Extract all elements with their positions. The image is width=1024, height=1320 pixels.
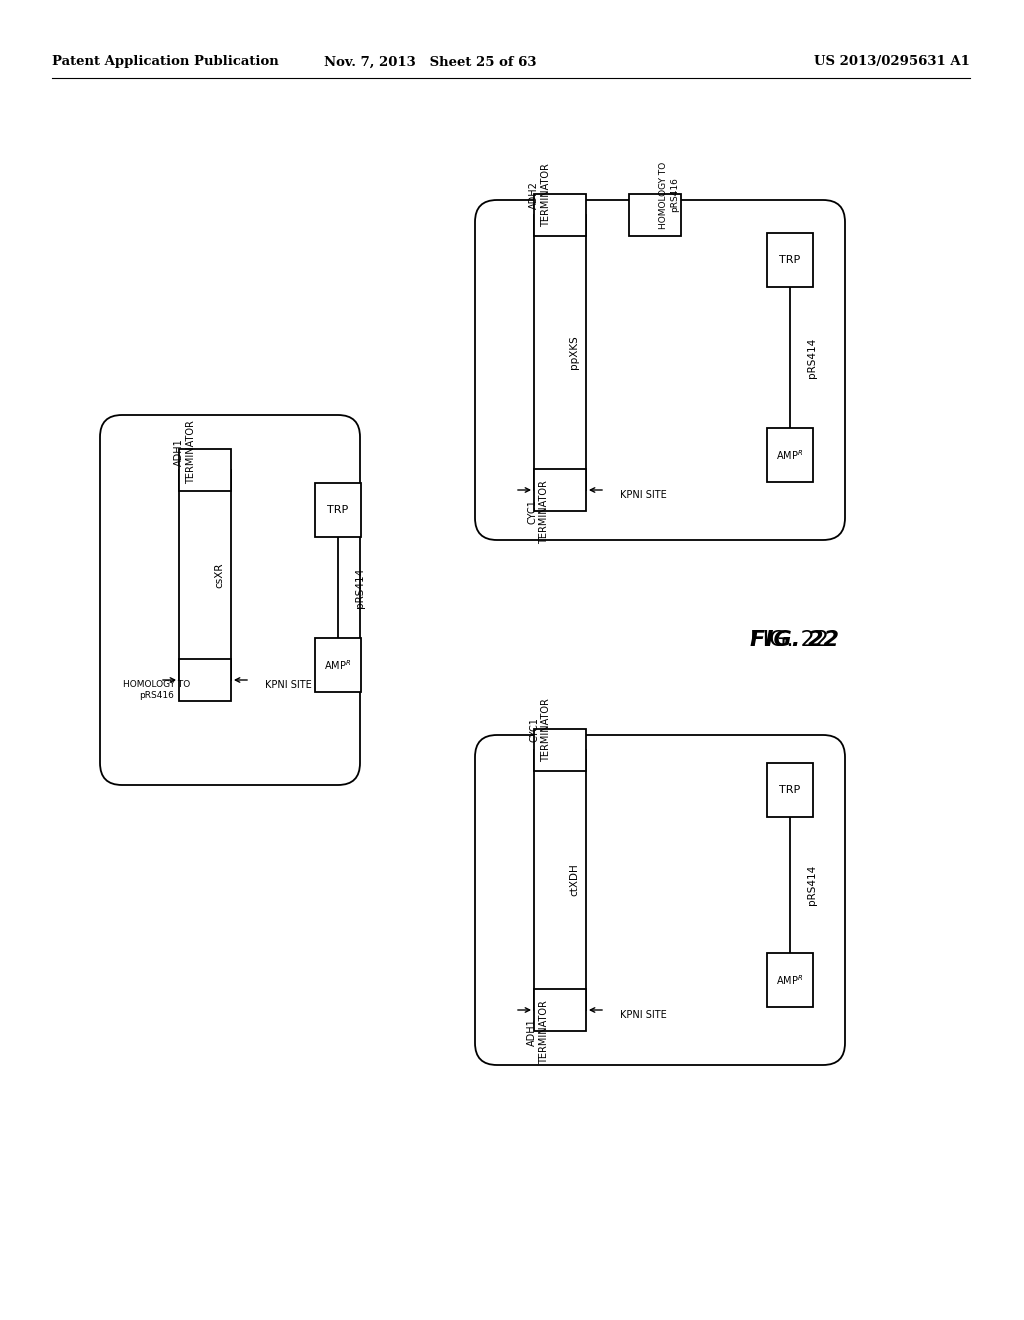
Bar [534, 469, 586, 511]
Bar [767, 763, 813, 817]
Bar [767, 234, 813, 286]
Bar [629, 194, 681, 236]
Text: ADH1
TERMINATOR: ADH1 TERMINATOR [527, 1001, 549, 1064]
Bar [767, 953, 813, 1007]
Text: ADH2
TERMINATOR: ADH2 TERMINATOR [529, 164, 551, 227]
Bar [534, 750, 586, 1010]
Bar [534, 215, 586, 490]
Text: TRP: TRP [779, 255, 801, 265]
Text: KPNI SITE: KPNI SITE [265, 680, 311, 690]
Text: Nov. 7, 2013   Sheet 25 of 63: Nov. 7, 2013 Sheet 25 of 63 [324, 55, 537, 69]
Text: FIG. 22: FIG. 22 [750, 630, 828, 649]
Text: KPNI SITE: KPNI SITE [620, 490, 667, 500]
Text: TRP: TRP [779, 785, 801, 795]
Text: csXR: csXR [214, 562, 224, 587]
Text: FIG. 22: FIG. 22 [750, 630, 839, 649]
Text: pRS414: pRS414 [355, 568, 365, 607]
Text: pRS414: pRS414 [807, 338, 817, 378]
Text: HOMOLOGY TO
pRS416: HOMOLOGY TO pRS416 [659, 161, 679, 228]
Bar [315, 638, 361, 692]
Text: ctXDH: ctXDH [569, 863, 579, 896]
Bar [179, 449, 231, 491]
Text: US 2013/0295631 A1: US 2013/0295631 A1 [814, 55, 970, 69]
Bar [315, 483, 361, 537]
Bar [179, 470, 231, 680]
Bar [179, 659, 231, 701]
Text: HOMOLOGY TO
pRS416: HOMOLOGY TO pRS416 [123, 680, 190, 700]
Text: TRP: TRP [328, 506, 348, 515]
Text: KPNI SITE: KPNI SITE [620, 1010, 667, 1020]
Bar [534, 729, 586, 771]
Text: CYC1
TERMINATOR: CYC1 TERMINATOR [527, 480, 549, 544]
Text: AMP$^R$: AMP$^R$ [776, 447, 804, 462]
Text: AMP$^R$: AMP$^R$ [776, 973, 804, 987]
Text: ppXKS: ppXKS [569, 335, 579, 370]
Text: AMP$^R$: AMP$^R$ [325, 659, 351, 672]
Bar [534, 989, 586, 1031]
Text: Patent Application Publication: Patent Application Publication [52, 55, 279, 69]
Text: ADH1
TERMINATOR: ADH1 TERMINATOR [174, 420, 196, 484]
Text: pRS414: pRS414 [807, 865, 817, 906]
Bar [767, 428, 813, 482]
Bar [534, 194, 586, 236]
Text: CYC1
TERMINATOR: CYC1 TERMINATOR [529, 698, 551, 762]
